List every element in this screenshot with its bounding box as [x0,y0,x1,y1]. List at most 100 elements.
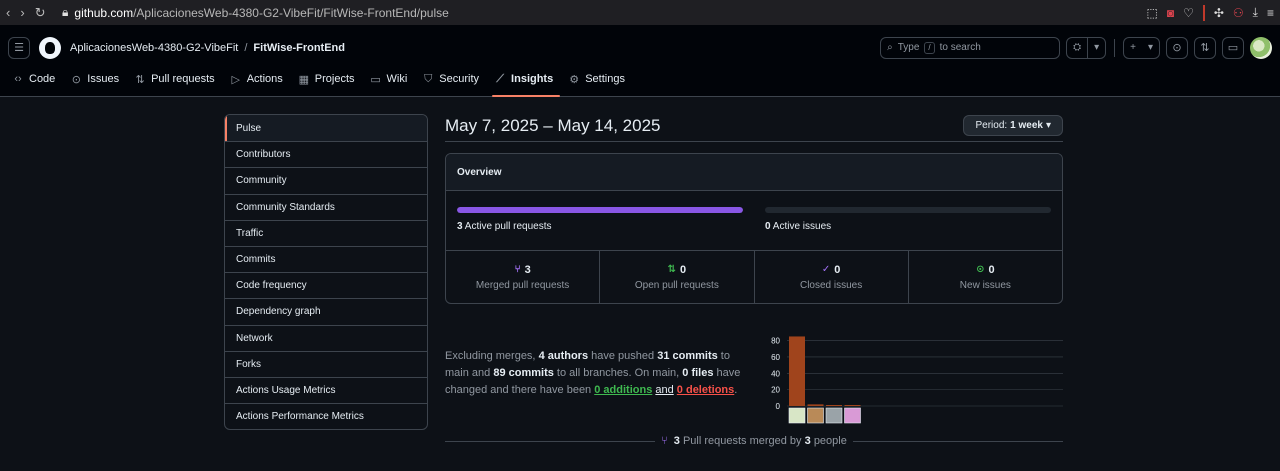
issue-icon: ⊙ [71,73,81,86]
sidebar-item-traffic[interactable]: Traffic [225,219,427,246]
stat-new-issues[interactable]: ⊙ 0 New issues [907,251,1062,303]
owner-link[interactable]: AplicacionesWeb-4380-G2-VibeFit [70,41,239,54]
sidebar-item-network[interactable]: Network [225,324,427,351]
play-icon: ▷ [231,73,240,86]
avatar-author-4[interactable] [844,407,861,424]
book-icon: ▭ [370,73,381,86]
url-path: /AplicacionesWeb-4380-G2-VibeFit/FitWise… [133,5,449,20]
address-bar[interactable]: 🔒︎ github.com/AplicacionesWeb-4380-G2-Vi… [62,5,449,20]
sidebar-item-pulse[interactable]: Pulse [225,115,427,142]
tab-projects[interactable]: ▦ Projects [298,73,355,86]
plus-icon: + [1130,42,1136,53]
puzzle-icon[interactable]: ✣ [1213,5,1224,20]
bar-author-3[interactable] [826,405,842,406]
forward-icon[interactable]: › [20,4,25,20]
extensions-bar: ⬚ ◙ ♡ ✣ ⚇ ⤓ ≡ [1146,4,1274,21]
sidebar-item-code-frequency[interactable]: Code frequency [225,272,427,298]
user-alert-icon[interactable]: ⚇ [1232,5,1244,20]
search-key-hint: / [924,41,935,54]
chevron-down-icon: ▾ [1094,42,1100,53]
lock-icon: 🔒︎ [62,5,69,19]
avatar-author-3[interactable] [825,407,843,424]
sidebar-item-forks[interactable]: Forks [225,350,427,377]
pull-request-icon: ⇅ [135,73,145,86]
open-pr-icon: ⇅ [667,264,676,275]
merged-prs-header: ⑂ 3 Pull requests merged by 3 people [445,435,1063,447]
chevron-down-icon: ▾ [1045,120,1051,131]
create-new-button[interactable]: + ▾ [1123,36,1160,59]
new-issue-icon: ⊙ [976,264,985,275]
code-icon: ‹› [14,73,22,85]
closed-issue-icon: ✓ [821,264,831,275]
github-header: ☰ AplicacionesWeb-4380-G2-VibeFit / FitWis… [0,25,1280,70]
bar-author-2[interactable] [807,404,824,406]
tab-settings[interactable]: ⚙ Settings [569,73,625,86]
sidebar-item-actions-usage-metrics[interactable]: Actions Usage Metrics [225,376,427,403]
active-prs-bar[interactable]: 3 Active pull requests [457,207,743,250]
y-tick-label: 60 [771,353,780,362]
reload-icon[interactable]: ↻ [34,4,46,20]
sidebar-item-contributors[interactable]: Contributors [225,141,427,167]
stat-merged-pull-requests[interactable]: ⑂ 3 Merged pull requests [475,263,570,291]
sidebar-item-community-standards[interactable]: Community Standards [225,193,427,220]
inbox-icon[interactable]: ▭ [1222,36,1244,59]
heart-icon[interactable]: ♡ [1183,5,1194,20]
search-input[interactable]: ⌕ Type / to search [880,36,1061,59]
sidebar-item-community[interactable]: Community [225,167,427,193]
avatar-author-1[interactable] [788,407,806,424]
pulse-main: May 7, 2025 – May 14, 2025 Period: 1 wee… [445,114,1063,447]
overview-panel: Overview 3 Active pull requests 0 Active… [445,153,1063,304]
browser-nav: ‹ › ↻ [6,5,58,21]
commit-summary: Excluding merges, 4 authors have pushed … [445,350,741,396]
issues-icon[interactable]: ⊙ [1166,36,1188,59]
deletions-link[interactable]: 0 deletions [676,384,735,396]
sidebar-item-dependency-graph[interactable]: Dependency graph [225,298,427,324]
github-logo-icon[interactable] [39,36,61,59]
y-tick-label: 80 [771,337,780,346]
stat-open-pull-requests[interactable]: ⇅ 0 Open pull requests [599,251,753,303]
bar-author-4[interactable] [844,405,861,406]
pocket-icon[interactable]: ◙ [1166,5,1175,20]
y-tick-label: 0 [776,402,781,411]
breadcrumb: AplicacionesWeb-4380-G2-VibeFit / FitWise-… [70,41,345,54]
bar-author-1[interactable] [789,336,805,406]
menu-icon[interactable]: ≡ [1266,5,1274,20]
download-icon[interactable]: ⤓ [1252,5,1258,19]
chevron-down-icon: ▾ [1147,42,1153,53]
pull-requests-icon[interactable]: ⇅ [1194,36,1216,59]
tab-security[interactable]: ⛉ Security [424,72,480,86]
tab-insights[interactable]: ⟋ Insights [492,69,561,97]
table-icon: ▦ [298,73,309,86]
y-tick-label: 20 [771,386,780,395]
page-title: May 7, 2025 – May 14, 2025 [445,115,661,135]
additions-link[interactable]: 0 additions [594,384,653,396]
hamburger-icon[interactable]: ☰ [8,36,30,59]
repo-link[interactable]: FitWise-FrontEnd [253,41,345,54]
toolbar-separator [1202,4,1205,21]
avatar[interactable] [1250,36,1272,59]
tab-actions[interactable]: ▷ Actions [231,73,283,86]
tab-wiki[interactable]: ▭ Wiki [370,73,408,86]
back-icon[interactable]: ‹ [6,4,11,20]
copilot-icon: ⛭ [1073,42,1082,53]
insights-sidebar: Pulse Contributors Community Community Stan… [224,114,428,431]
merged-icon: ⑂ [661,435,668,447]
tab-code[interactable]: ‹› Code [10,69,62,96]
search-icon: ⌕ [887,42,893,53]
y-tick-label: 40 [771,369,780,378]
sidebar-item-actions-performance-metrics[interactable]: Actions Performance Metrics [225,403,427,429]
sidebar-item-commits[interactable]: Commits [225,245,427,272]
period-dropdown[interactable]: Period: 1 week ▾ [963,115,1063,136]
avatar-author-2[interactable] [807,407,824,424]
active-issues-bar[interactable]: 0 Active issues [765,207,1051,250]
tab-issues[interactable]: ⊙ Issues [71,73,120,86]
repo-tabs: ‹› Code ⊙ Issues ⇅ Pull requests ▷ Actions ▦ Proj… [0,70,1280,97]
overview-stats: ⑂ 3 Merged pull requests ⇅ 0 Open pull reques… [446,251,1062,303]
copilot-button[interactable]: ⛭ ▾ [1066,36,1107,59]
merged-icon: ⑂ [514,264,521,275]
graph-icon: ⟋ [496,72,504,85]
stat-closed-issues[interactable]: ✓ 0 Closed issues [753,251,908,303]
screenshot-icon[interactable]: ⬚ [1146,5,1158,20]
tab-pull-requests[interactable]: ⇅ Pull requests [135,73,215,86]
commits-by-author-chart: 0 20 40 60 80 [771,336,1063,424]
